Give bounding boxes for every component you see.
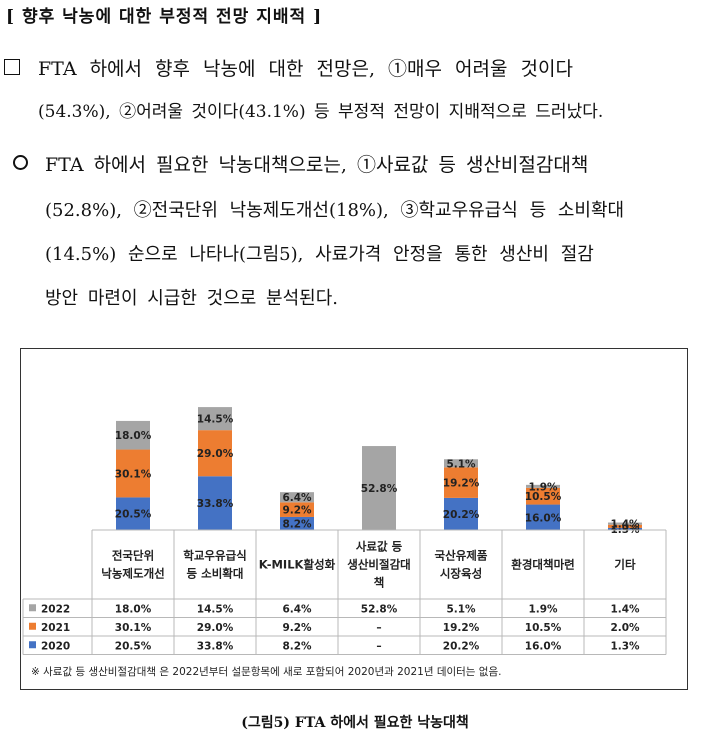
table-cell-2021-3: – xyxy=(376,622,381,634)
bar-2020-1 xyxy=(198,476,232,530)
table-cell-2020-3: – xyxy=(376,640,381,652)
paragraph-line: (52.8%), ②전국단위 낙농제도개선(18%), ③학교우유급식 등 소비… xyxy=(45,200,625,221)
category-label-2: K-MILK활성화 xyxy=(259,558,336,572)
category-label-0: 전국단위 xyxy=(112,549,154,563)
table-cell-2022-2: 6.4% xyxy=(282,603,312,615)
table-cell-2022-4: 5.1% xyxy=(446,603,476,615)
table-cell-2020-0: 20.5% xyxy=(115,640,152,652)
paragraph-line: (14.5%) 순으로 나타나(그림5), 사료가격 안정을 통한 생산비 절감 xyxy=(45,244,594,265)
bar-label-2020-0: 20.5% xyxy=(115,509,152,521)
chart-footnote: ※ 사료값 등 생산비절감대책 은 2022년부터 설문항목에 새로 포함되어 … xyxy=(31,665,501,678)
paragraph-line: (54.3%), ②어려울 것이다(43.1%) 등 부정적 전망이 지배적으로… xyxy=(38,102,604,122)
category-label-4: 시장육성 xyxy=(440,567,482,581)
bar-2022-2 xyxy=(280,492,314,503)
bar-label-2020-1: 33.8% xyxy=(197,498,234,510)
table-cell-2021-4: 19.2% xyxy=(443,622,480,634)
table-cell-2020-5: 16.0% xyxy=(525,640,562,652)
bar-label-2020-5: 16.0% xyxy=(525,512,562,524)
category-label-6: 기타 xyxy=(614,558,636,572)
table-cell-2022-6: 1.4% xyxy=(610,603,640,615)
legend-label-2021: 2021 xyxy=(41,622,70,634)
bar-2022-0 xyxy=(116,420,150,450)
category-label-5: 환경대책마련 xyxy=(511,558,574,572)
legend-label-2020: 2020 xyxy=(41,640,70,652)
bar-label-2021-5: 10.5% xyxy=(525,491,562,503)
section-heading: [ 향후 낙농에 대한 부정적 전망 지배적 ] xyxy=(6,7,323,27)
table-cell-2021-5: 10.5% xyxy=(525,622,562,634)
bar-2022-4 xyxy=(444,459,478,468)
bar-label-2022-6: 1.4% xyxy=(610,519,640,531)
bar-2021-6 xyxy=(608,524,642,528)
bar-label-2022-2: 6.4% xyxy=(282,492,312,504)
category-label-1: 등 소비확대 xyxy=(187,567,244,581)
table-cell-2021-1: 29.0% xyxy=(197,622,234,634)
bar-label-2021-0: 30.1% xyxy=(115,468,152,480)
table-cell-2021-2: 9.2% xyxy=(282,622,312,634)
bar-label-2020-2: 8.2% xyxy=(282,518,312,530)
category-label-3: 생산비절감대 xyxy=(347,558,410,572)
legend-swatch-2022 xyxy=(29,604,36,612)
bar-label-2022-4: 5.1% xyxy=(446,458,476,470)
bar-2022-5 xyxy=(526,484,560,488)
bar-2021-2 xyxy=(280,502,314,517)
legend-label-2022: 2022 xyxy=(41,603,70,615)
paragraph-line: FTA 하에서 향후 낙농에 대한 전망은, ①매우 어려울 것이다 xyxy=(38,58,573,80)
bar-2022-6 xyxy=(608,522,642,525)
paragraph-line: FTA 하에서 필요한 낙농대책으로는, ①사료값 등 생산비절감대책 xyxy=(45,154,589,176)
category-label-4: 국산유제품 xyxy=(435,549,488,563)
table-cell-2021-6: 2.0% xyxy=(610,622,640,634)
bar-2020-2 xyxy=(280,516,314,530)
chart-frame: 20.5% 30.1% 18.0% 33.8% 29.0% 14.5% 8.2% 9.2% 6.… xyxy=(20,348,688,690)
bar-2020-5 xyxy=(526,504,560,530)
category-label-1: 학교우유급식 xyxy=(183,549,246,563)
legend-swatch-2021 xyxy=(29,622,36,630)
bar-2021-0 xyxy=(116,449,150,498)
bar-2020-4 xyxy=(444,497,478,530)
bar-2022-3 xyxy=(362,446,396,530)
bar-label-2020-4: 20.2% xyxy=(443,509,480,521)
category-label-3: 사료값 등 xyxy=(356,540,403,554)
circle-bullet-icon xyxy=(13,155,28,170)
bar-2021-5 xyxy=(526,487,560,505)
stacked-bar-chart: 20.5%30.1%18.0%33.8%29.0%14.5%8.2%9.2%6.… xyxy=(22,407,667,678)
bar-2022-1 xyxy=(198,407,232,431)
table-cell-2022-5: 1.9% xyxy=(528,603,558,615)
bar-label-2021-4: 19.2% xyxy=(443,478,480,490)
bar-label-2021-1: 29.0% xyxy=(197,448,234,460)
bar-label-2022-0: 18.0% xyxy=(115,430,152,442)
bar-2020-6 xyxy=(608,527,642,530)
bar-label-2021-2: 9.2% xyxy=(282,505,312,517)
square-bullet-icon xyxy=(4,59,20,75)
table-cell-2022-1: 14.5% xyxy=(197,603,234,615)
bar-2021-1 xyxy=(198,430,232,477)
table-cell-2022-3: 52.8% xyxy=(361,603,398,615)
bar-2021-4 xyxy=(444,467,478,498)
table-cell-2020-6: 1.3% xyxy=(610,640,640,652)
legend-swatch-2020 xyxy=(29,641,36,649)
table-cell-2020-1: 33.8% xyxy=(197,640,234,652)
category-label-0: 낙농제도개선 xyxy=(101,567,164,581)
bar-2020-0 xyxy=(116,497,150,530)
category-label-3: 책 xyxy=(374,576,385,590)
table-cell-2021-0: 30.1% xyxy=(115,622,152,634)
table-cell-2020-2: 8.2% xyxy=(282,640,312,652)
paragraph-line: 방안 마련이 시급한 것으로 분석된다. xyxy=(45,288,339,309)
bar-label-2022-3: 52.8% xyxy=(361,483,398,495)
table-cell-2022-0: 18.0% xyxy=(115,603,152,615)
figure-caption: (그림5) FTA 하에서 필요한 낙농대책 xyxy=(241,715,469,731)
bar-label-2022-5: 1.9% xyxy=(528,481,558,493)
bar-label-2022-1: 14.5% xyxy=(197,414,234,426)
table-cell-2020-4: 20.2% xyxy=(443,640,480,652)
